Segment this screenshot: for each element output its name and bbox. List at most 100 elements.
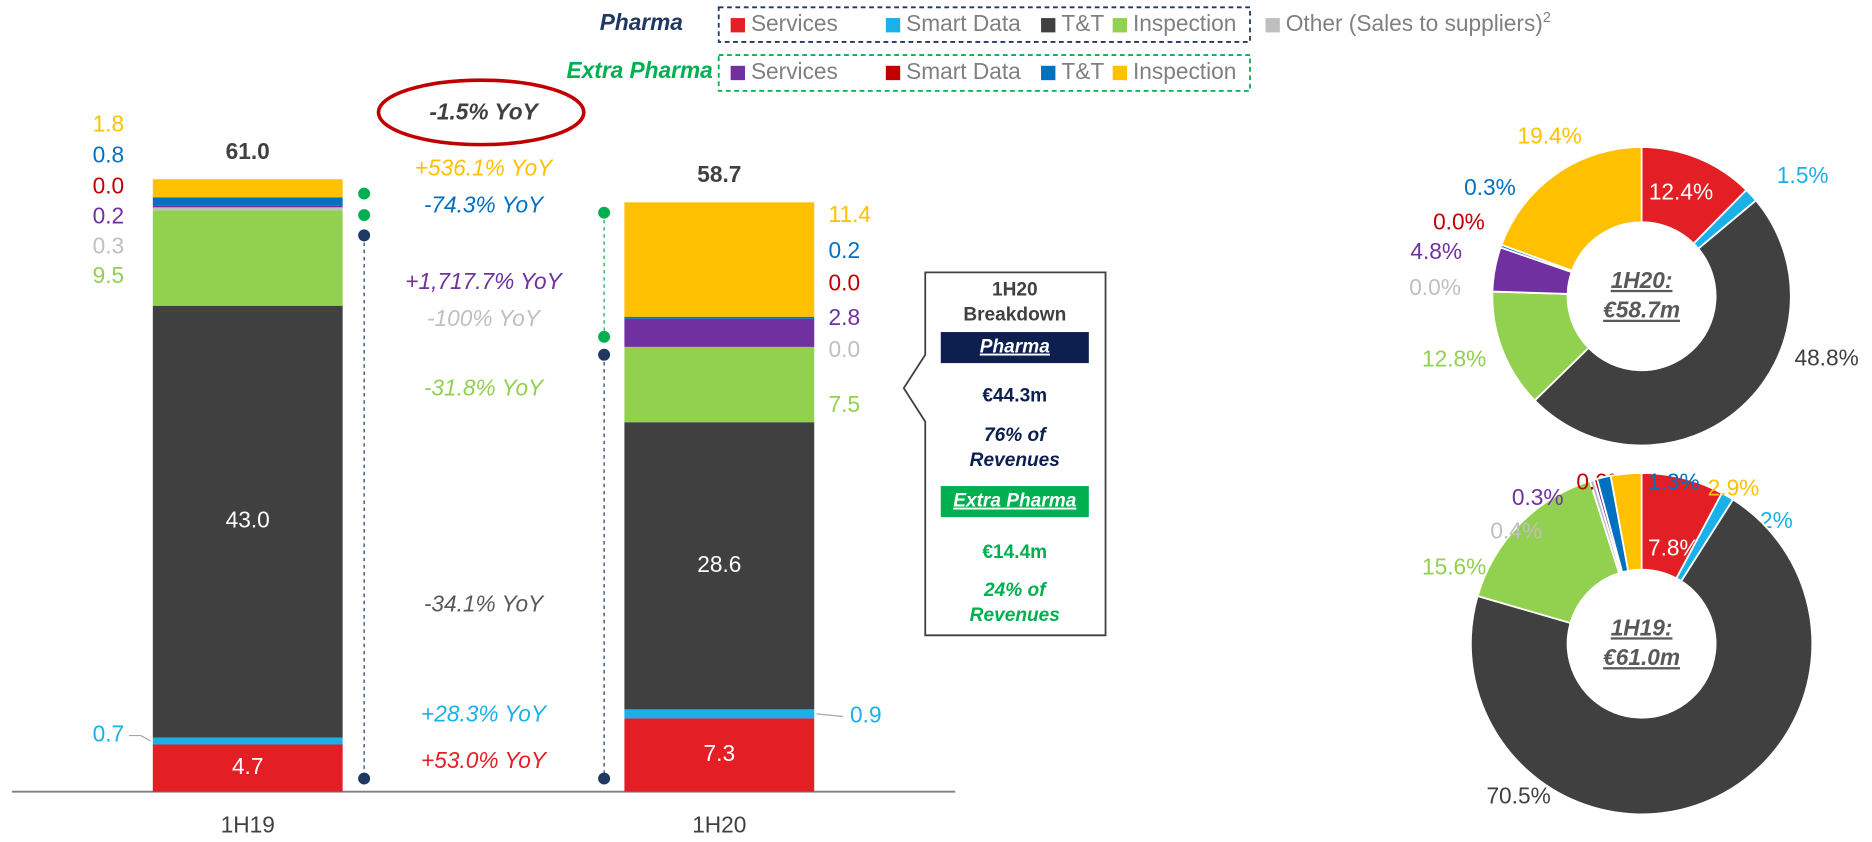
group-box: [940, 486, 1089, 518]
legend-swatch: [730, 65, 745, 81]
value-label: 28.6: [697, 551, 741, 577]
bar-segment: [624, 718, 815, 792]
bar-segment: [624, 318, 815, 347]
total-label: 58.7: [697, 161, 741, 187]
bar-segment: [152, 205, 343, 208]
legend-label: Smart Data: [906, 58, 1021, 84]
value-label: 11.4: [829, 201, 871, 227]
value-label: 0.2: [829, 237, 861, 263]
legend-group: Extra Pharma: [567, 57, 713, 83]
highlight-ellipse: [376, 78, 586, 147]
legend-label: Other (Sales to suppliers)2: [1286, 10, 1551, 36]
yoy-label: +53.0% YoY: [421, 747, 548, 773]
slice-label: 1.3%: [1648, 469, 1700, 495]
value-label: 0.0: [829, 336, 861, 362]
bar-segment: [624, 709, 815, 719]
legend-label: Services: [751, 10, 838, 36]
legend-swatch: [1041, 18, 1056, 33]
value-label: 0.9: [850, 701, 882, 727]
value-label: 0.0: [93, 173, 125, 199]
legend-label: T&T: [1061, 10, 1104, 36]
group-share: 76% of: [984, 425, 1047, 446]
yoy-label: +536.1% YoY: [415, 155, 555, 181]
pie-center-label: 1H20:: [1611, 267, 1673, 293]
dot: [598, 772, 611, 785]
pie-center-label: €58.7m: [1603, 297, 1680, 323]
value-label: 0.7: [93, 721, 125, 747]
leader-line: [816, 713, 843, 718]
dot: [358, 209, 371, 222]
callout-title: Breakdown: [963, 304, 1066, 325]
value-label: 9.5: [93, 262, 125, 288]
value-label: 7.3: [704, 740, 736, 766]
total-label: 61.0: [226, 138, 270, 164]
bar-segment: [152, 207, 343, 211]
footnote: 2: [1543, 10, 1551, 26]
legend-label: Smart Data: [906, 10, 1021, 36]
pie-slice: [1500, 146, 1643, 272]
legend-swatch: [1041, 65, 1056, 81]
slice-label: 12.4%: [1649, 179, 1713, 205]
x-tick-label: 1H19: [221, 811, 275, 837]
pie-center-label: 1H19:: [1611, 614, 1673, 640]
yoy-label: +1,717.7% YoY: [405, 268, 563, 294]
slice-label: 12.8%: [1422, 346, 1486, 372]
group-share: Revenues: [970, 605, 1060, 626]
legend-swatch: [1112, 18, 1128, 33]
pie-slice: [1533, 199, 1792, 447]
legend-label: Inspection: [1133, 10, 1236, 36]
bar-segment: [624, 422, 815, 710]
legend-swatch: [885, 65, 901, 81]
leader-line: [128, 734, 151, 742]
slice-label: 0.4%: [1490, 518, 1542, 544]
slice-label: 1.5%: [1777, 162, 1829, 188]
slice-label: 4.8%: [1410, 238, 1462, 264]
group-amount: €44.3m: [982, 386, 1047, 407]
x-tick-label: 1H20: [692, 811, 746, 837]
slice-label: 0.3%: [1464, 174, 1516, 200]
total-yoy: -1.5% YoY: [429, 99, 539, 125]
yoy-label: +28.3% YoY: [421, 700, 548, 726]
legend-frame: [717, 54, 1251, 92]
legend-frame: [717, 6, 1251, 43]
slice-label: 15.6%: [1422, 553, 1486, 579]
value-label: 0.0: [829, 269, 861, 295]
legend-swatch: [1265, 18, 1280, 33]
pie-slice: [1476, 479, 1621, 625]
slice-label: 2.9%: [1708, 475, 1760, 501]
yoy-label: -31.8% YoY: [424, 374, 545, 400]
slice-label: 70.5%: [1486, 783, 1550, 809]
group-label: Extra Pharma: [953, 491, 1076, 512]
legend-label: Inspection: [1133, 58, 1236, 84]
bar-segment: [624, 346, 815, 423]
yoy-label: -74.3% YoY: [424, 192, 545, 218]
legend-swatch: [1112, 65, 1128, 81]
bar-segment: [152, 210, 343, 306]
yoy-label: -100% YoY: [427, 305, 542, 331]
value-label: 4.7: [232, 753, 264, 779]
bar-segment: [152, 305, 343, 738]
slice-label: 0.3%: [1512, 484, 1564, 510]
dot: [358, 772, 371, 785]
callout-title: 1H20: [992, 279, 1038, 300]
legend-group: Pharma: [600, 9, 683, 35]
dot: [598, 348, 611, 361]
bar-segment: [152, 179, 343, 198]
pie-slice: [1609, 472, 1643, 572]
value-label: 0.8: [93, 142, 125, 168]
bar-segment: [152, 737, 343, 745]
slice-label: 0.0%: [1433, 208, 1485, 234]
dot: [598, 330, 611, 343]
legend-swatch: [885, 18, 901, 33]
value-label: 2.8: [829, 304, 861, 330]
slice-label: 48.8%: [1794, 344, 1858, 370]
bar-segment: [624, 202, 815, 317]
bar-segment: [624, 316, 815, 319]
slice-label: 19.4%: [1518, 122, 1582, 148]
value-label: 1.8: [93, 110, 125, 136]
dot: [598, 206, 611, 219]
pie-center-label: €61.0m: [1603, 644, 1680, 670]
group-amount: €14.4m: [982, 542, 1047, 563]
value-label: 0.2: [93, 202, 125, 228]
